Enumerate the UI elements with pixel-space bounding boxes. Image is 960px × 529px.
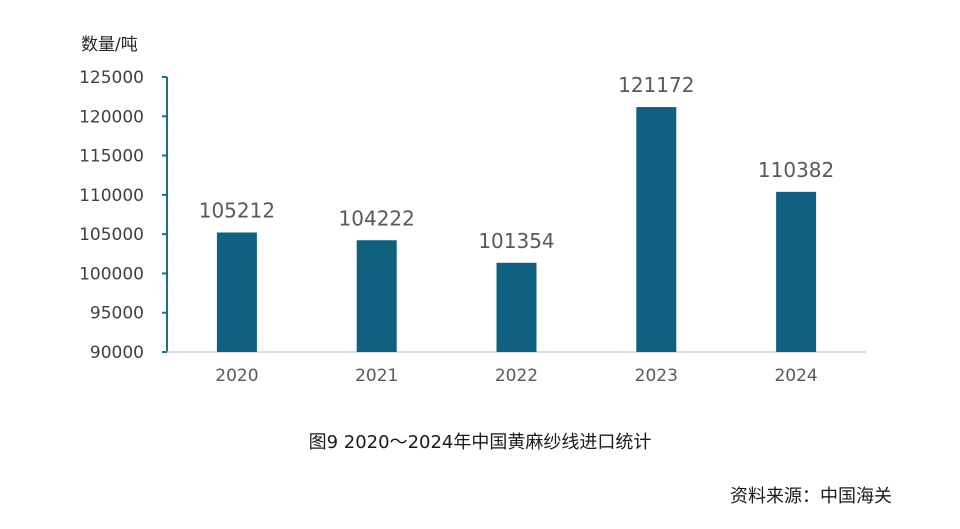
x-tick-label-2023: 2023 bbox=[635, 366, 678, 386]
y-tick-label: 110000 bbox=[79, 186, 144, 206]
y-tick-label: 105000 bbox=[79, 225, 144, 245]
y-tick-label: 95000 bbox=[90, 304, 144, 324]
x-tick-label-2022: 2022 bbox=[495, 366, 538, 386]
data-label-2024: 110382 bbox=[758, 158, 834, 182]
bar-2024 bbox=[776, 191, 817, 352]
bars bbox=[216, 107, 817, 352]
y-tick-label: 90000 bbox=[90, 343, 144, 363]
data-label-2022: 101354 bbox=[478, 229, 554, 253]
bar-2023 bbox=[636, 107, 677, 352]
y-tick-label: 125000 bbox=[79, 68, 144, 88]
data-label-2023: 121172 bbox=[618, 73, 694, 97]
x-tick-label-2021: 2021 bbox=[355, 366, 398, 386]
y-tick-label: 100000 bbox=[79, 264, 144, 284]
x-tick-label-2024: 2024 bbox=[774, 366, 817, 386]
y-axis: 90000 95000 100000 105000 110000 115000 120000… bbox=[79, 68, 168, 363]
bar-2021 bbox=[356, 240, 397, 352]
data-label-2020: 105212 bbox=[199, 198, 275, 222]
bar-2020 bbox=[216, 232, 257, 352]
x-tick-label-2020: 2020 bbox=[215, 366, 258, 386]
source-note: 资料来源：中国海关 bbox=[730, 486, 892, 507]
y-tick-label: 115000 bbox=[79, 147, 144, 167]
y-tick-label: 120000 bbox=[79, 107, 144, 127]
data-label-2021: 104222 bbox=[339, 206, 415, 230]
y-axis-title: 数量/吨 bbox=[81, 35, 138, 55]
figure-caption: 图9 2020～2024年中国黄麻纱线进口统计 bbox=[308, 432, 652, 453]
category-labels: 2020 2021 2022 2023 2024 bbox=[215, 366, 817, 386]
bar-2022 bbox=[496, 262, 537, 352]
data-labels: 105212 104222 101354 121172 110382 bbox=[199, 73, 835, 253]
